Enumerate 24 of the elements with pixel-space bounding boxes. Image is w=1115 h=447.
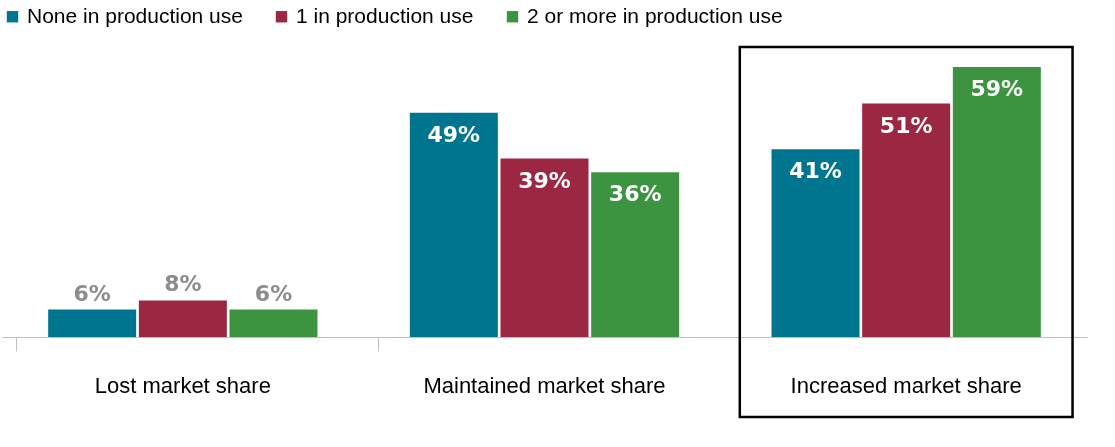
data-label: 6% — [73, 280, 111, 306]
legend-label: 1 in production use — [296, 3, 474, 27]
bar — [771, 149, 860, 337]
bar — [500, 158, 589, 337]
x-tick-label: Increased market share — [790, 372, 1022, 398]
legend-label: 2 or more in production use — [527, 3, 783, 27]
data-label: 59% — [970, 76, 1024, 101]
data-label: 41% — [789, 158, 842, 184]
data-label: 39% — [518, 167, 571, 193]
x-tick-label: Lost market share — [94, 372, 271, 398]
data-label: 51% — [879, 112, 933, 138]
bar — [138, 300, 227, 337]
data-label: 49% — [427, 121, 481, 147]
bar — [591, 172, 680, 337]
data-label: 36% — [608, 181, 662, 207]
bar — [409, 112, 498, 337]
legend-label: None in production use — [27, 3, 243, 27]
bar — [229, 309, 318, 337]
bar — [862, 103, 951, 337]
data-label: 6% — [254, 280, 293, 306]
x-tick-label: Maintained market share — [423, 372, 666, 398]
data-label: 8% — [164, 271, 202, 297]
bar — [48, 309, 137, 337]
bar — [952, 67, 1041, 337]
